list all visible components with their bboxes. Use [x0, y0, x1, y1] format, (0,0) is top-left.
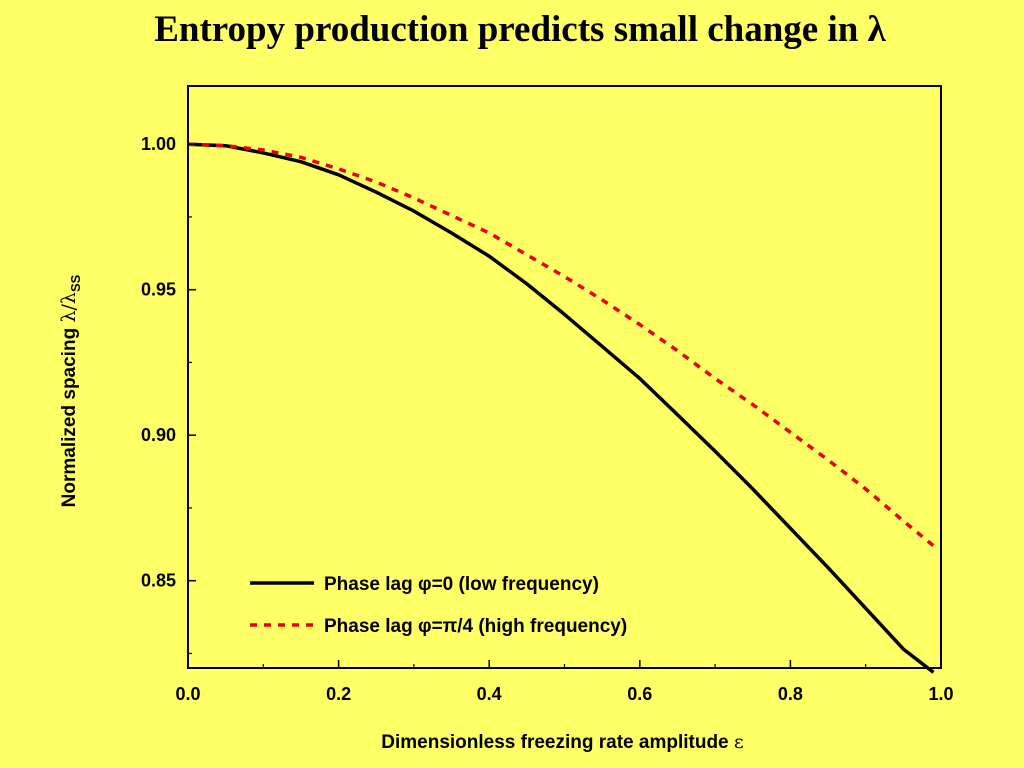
x-tick-label: 0.6 — [627, 684, 652, 704]
legend: Phase lag φ=0 (low frequency) Phase lag φ… — [250, 574, 627, 637]
x-tick-label: 0.4 — [477, 684, 502, 704]
axis-tick-labels: 0.0 0.2 0.4 0.6 0.8 1.0 0.85 0.90 0.95 1.00 — [141, 134, 954, 704]
x-tick-label: 1.0 — [928, 684, 953, 704]
y-tick-label: 1.00 — [141, 134, 176, 154]
y-axis-title-text: Normalized spacing — [59, 323, 80, 508]
series-line-2 — [187, 142, 935, 548]
y-tick-label: 0.85 — [141, 571, 176, 591]
plot-lines — [187, 142, 935, 674]
x-tick-label: 0.2 — [326, 684, 351, 704]
axis-ticks — [187, 143, 942, 668]
y-tick-label: 0.95 — [141, 280, 176, 300]
y-axis-title-subscript: SS — [68, 274, 83, 292]
slide-title: Entropy production predicts small change… — [154, 9, 886, 50]
x-tick-label: 0.8 — [778, 684, 803, 704]
x-axis-title-text: Dimensionless freezing rate amplitude — [381, 732, 734, 753]
x-axis-title: Dimensionless freezing rate amplitude ε — [381, 731, 744, 753]
series-line-1 — [187, 142, 935, 674]
y-tick-label: 0.90 — [141, 425, 176, 445]
legend-label-2: Phase lag φ=π/4 (high frequency) — [324, 616, 627, 637]
x-tick-label: 0.0 — [175, 684, 200, 704]
y-axis-title: Normalized spacing λ/λSS — [58, 274, 83, 507]
x-axis-title-symbol: ε — [734, 731, 744, 753]
y-axis-title-symbol: λ/λ — [58, 292, 80, 323]
legend-label-1: Phase lag φ=0 (low frequency) — [324, 574, 599, 595]
